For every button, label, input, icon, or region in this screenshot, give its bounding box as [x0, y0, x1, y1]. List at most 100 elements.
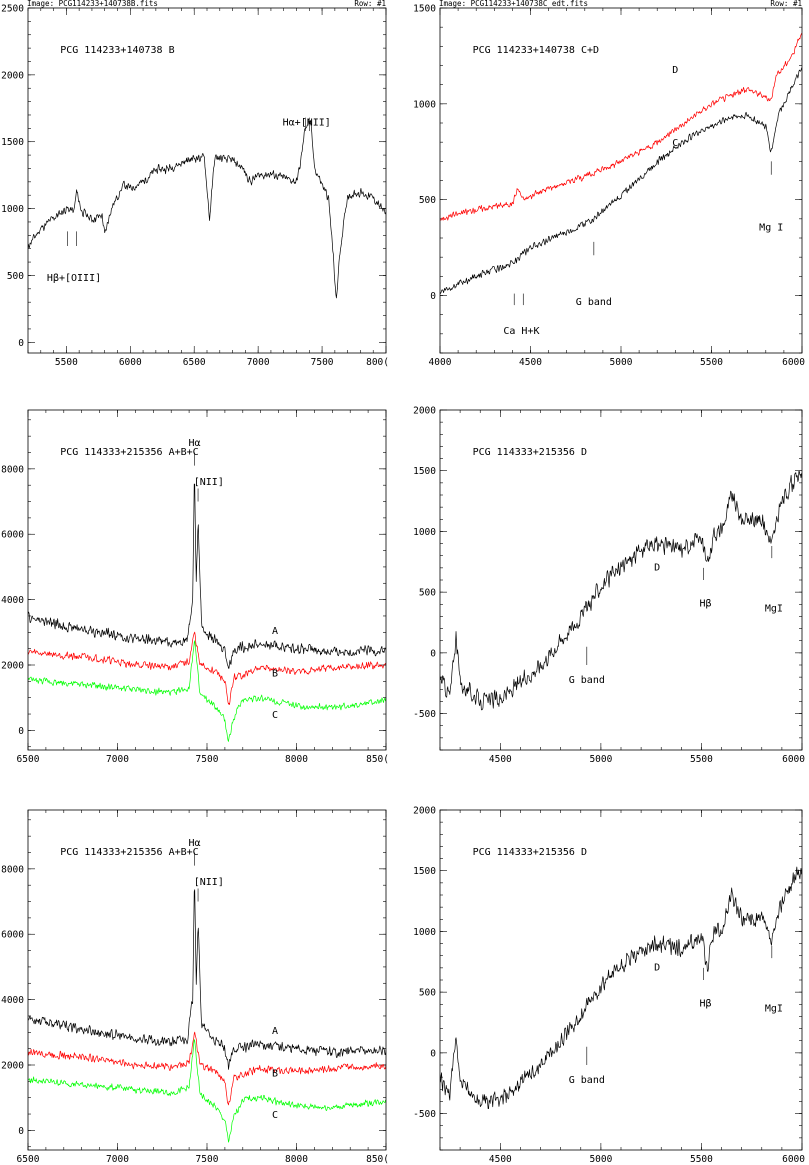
y-tick-label: 2000 — [413, 406, 436, 417]
spectrum-line — [28, 483, 386, 669]
y-tick-label: 1500 — [1, 137, 24, 148]
y-tick-label: 2500 — [1, 4, 24, 15]
spectrum-line — [28, 640, 386, 742]
plot-frame — [27, 809, 387, 1151]
panel-p2: Image: PCG114233+140738C_edt.fits Row: #1… — [413, 0, 805, 368]
annotation-label: [NII] — [194, 477, 224, 488]
annotation-label: MgI — [765, 604, 783, 615]
x-tick-label: 800( — [366, 357, 389, 368]
spectrum-line — [440, 866, 802, 1109]
spectrum-line — [28, 1031, 386, 1106]
annotation-label: Hα — [188, 838, 200, 849]
spectrum-line — [28, 889, 386, 1070]
spectrum-line — [28, 631, 386, 705]
y-tick-label: 4000 — [1, 995, 24, 1006]
panel-p4: 4500 5000 5500 6000 -500 0 500 1000 1500 2000 PCG … — [413, 406, 805, 766]
x-tick-label: 5500 — [700, 357, 723, 368]
y-tick-label: 1500 — [413, 466, 436, 477]
plot-frame — [27, 7, 387, 354]
spectrum-line — [28, 1039, 386, 1143]
y-tick-label: 0 — [430, 648, 436, 659]
plot-frame — [27, 409, 387, 751]
annotation-label: B — [272, 1068, 278, 1079]
y-tick-label: 2000 — [413, 806, 436, 817]
row-header: Row: #1 — [354, 0, 386, 8]
annotation-label: D — [654, 562, 660, 573]
x-tick-label: 7000 — [247, 357, 270, 368]
panel-title: PCG 114333+215356 D — [473, 447, 587, 458]
annotation-label: Mg I — [759, 222, 783, 233]
annotation-label: Ca H+K — [503, 326, 539, 337]
annotation-label: A — [272, 626, 278, 637]
x-tick-label: 6000 — [782, 754, 805, 765]
x-tick-label: 8000 — [285, 1154, 308, 1165]
spectrum-line — [440, 67, 802, 294]
x-tick-label: 850( — [366, 1154, 389, 1165]
panel-p3: 6500 7000 7500 8000 850(0 2000 4000 6000 8000 PCG… — [1, 409, 389, 765]
y-tick-label: 500 — [7, 271, 24, 282]
y-tick-label: 1000 — [413, 927, 436, 938]
annotation-label: Hβ — [699, 599, 711, 610]
x-tick-label: 4500 — [489, 754, 512, 765]
y-tick-label: 0 — [18, 1126, 24, 1137]
plot-frame — [439, 409, 803, 751]
panel-title: PCG 114333+215356 D — [473, 847, 587, 858]
x-tick-label: 5000 — [589, 1154, 612, 1165]
x-tick-label: 5000 — [610, 357, 633, 368]
y-tick-label: 500 — [419, 195, 436, 206]
annotation-label: D — [654, 962, 660, 973]
annotation-label: C — [272, 710, 278, 721]
y-tick-label: 2000 — [1, 661, 24, 672]
panel-p6: 4500 5000 5500 6000 -500 0 500 1000 1500 2000 PCG … — [413, 806, 805, 1165]
plot-frame — [439, 809, 803, 1151]
annotation-label: Hβ — [699, 999, 711, 1010]
x-tick-label: 850( — [366, 754, 389, 765]
annotation-label: Hα+[NII] — [283, 118, 331, 129]
panel-title: PCG 114233+140738 B — [60, 45, 174, 56]
x-tick-label: 7500 — [196, 1154, 219, 1165]
x-tick-label: 7500 — [196, 754, 219, 765]
y-tick-label: -500 — [413, 709, 436, 720]
x-tick-label: 6000 — [119, 357, 142, 368]
annotation-label: B — [272, 668, 278, 679]
plot-frame — [439, 7, 803, 354]
spectrum-line — [440, 32, 802, 221]
annotation-label: A — [272, 1026, 278, 1037]
y-tick-label: 2000 — [1, 1061, 24, 1072]
y-tick-label: 1500 — [413, 4, 436, 15]
y-tick-label: 4000 — [1, 595, 24, 606]
y-tick-label: 500 — [419, 588, 436, 599]
annotation-label: C — [672, 138, 678, 149]
annotation-label: [NII] — [194, 877, 224, 888]
y-tick-label: 1000 — [413, 527, 436, 538]
x-tick-label: 7000 — [106, 1154, 129, 1165]
y-tick-label: 6000 — [1, 530, 24, 541]
panel-p5: 6500 7000 7500 8000 850(0 2000 4000 6000 8000 PCG… — [1, 809, 389, 1165]
x-tick-label: 6500 — [17, 1154, 40, 1165]
panel-p1: Image: PCG114233+140738B.fits Row: #1 5500… — [1, 0, 389, 368]
image-header: Image: PCG114233+140738B.fits — [27, 0, 158, 8]
y-tick-label: 0 — [430, 291, 436, 302]
x-tick-label: 4500 — [489, 1154, 512, 1165]
annotation-label: Hβ+[OIII] — [47, 273, 101, 284]
y-tick-label: 0 — [430, 1048, 436, 1059]
x-tick-label: 4500 — [519, 357, 542, 368]
annotation-label: D — [672, 65, 678, 76]
annotation-label: G band — [569, 675, 605, 686]
x-tick-label: 8000 — [285, 754, 308, 765]
y-tick-label: 1000 — [1, 204, 24, 215]
x-tick-label: 5500 — [55, 357, 78, 368]
y-tick-label: 500 — [419, 988, 436, 999]
x-tick-label: 5500 — [690, 754, 713, 765]
y-tick-label: 8000 — [1, 464, 24, 475]
y-tick-label: 0 — [18, 338, 24, 349]
x-tick-label: 5000 — [589, 754, 612, 765]
x-tick-label: 7000 — [106, 754, 129, 765]
spectrum-line — [28, 120, 386, 299]
annotation-label: C — [272, 1110, 278, 1121]
annotation-label: G band — [569, 1075, 605, 1086]
x-tick-label: 6000 — [782, 1154, 805, 1165]
panel-title: PCG 114233+140738 C+D — [473, 45, 599, 56]
image-header: Image: PCG114233+140738C_edt.fits — [439, 0, 588, 8]
